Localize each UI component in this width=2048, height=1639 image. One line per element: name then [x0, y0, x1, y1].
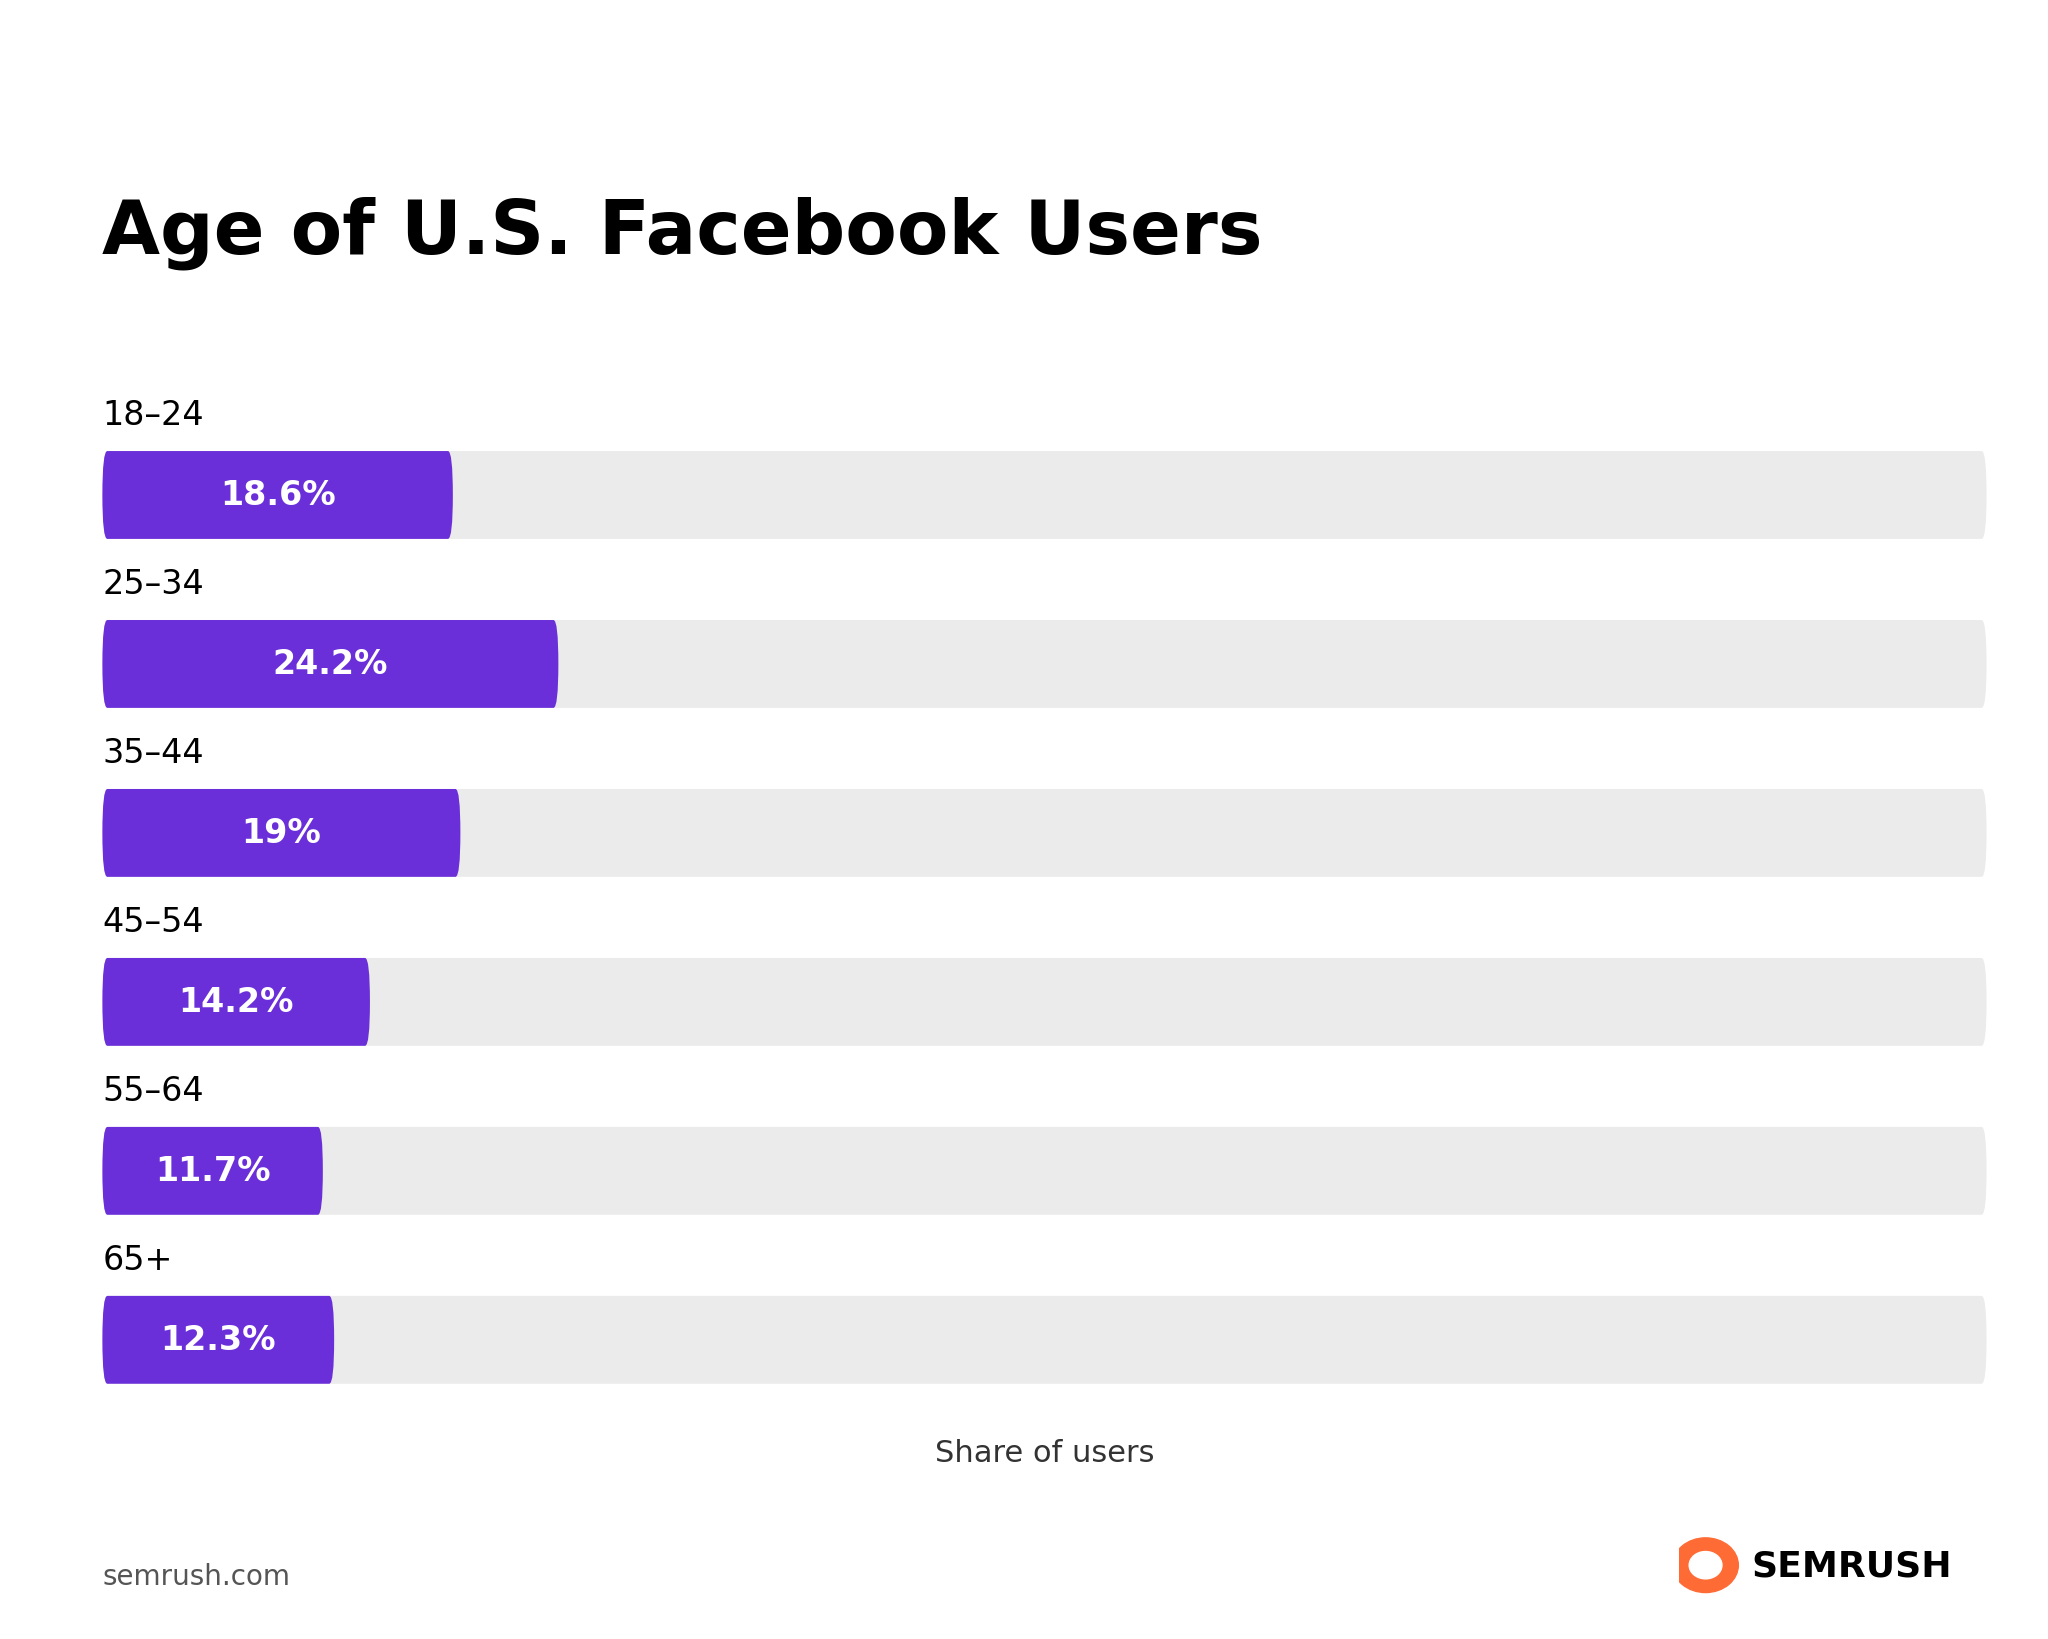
FancyBboxPatch shape [102, 959, 1987, 1046]
FancyBboxPatch shape [102, 621, 559, 708]
Text: 18–24: 18–24 [102, 398, 205, 431]
Circle shape [1690, 1552, 1722, 1578]
Text: 65+: 65+ [102, 1242, 172, 1275]
FancyBboxPatch shape [102, 959, 371, 1046]
Text: semrush.com: semrush.com [102, 1562, 291, 1590]
FancyBboxPatch shape [102, 1128, 1987, 1214]
Text: 45–54: 45–54 [102, 905, 205, 938]
FancyBboxPatch shape [102, 1296, 334, 1383]
FancyBboxPatch shape [102, 1128, 324, 1214]
FancyBboxPatch shape [102, 452, 1987, 539]
Text: 25–34: 25–34 [102, 567, 205, 600]
Text: 24.2%: 24.2% [272, 647, 387, 682]
FancyBboxPatch shape [102, 452, 453, 539]
FancyBboxPatch shape [102, 790, 461, 877]
FancyBboxPatch shape [102, 621, 1987, 708]
Text: SEMRUSH: SEMRUSH [1751, 1549, 1952, 1582]
Text: 11.7%: 11.7% [156, 1154, 270, 1188]
Text: 35–44: 35–44 [102, 736, 205, 769]
Circle shape [1673, 1537, 1739, 1593]
Text: Age of U.S. Facebook Users: Age of U.S. Facebook Users [102, 197, 1264, 270]
Text: 18.6%: 18.6% [219, 479, 336, 511]
Text: 55–64: 55–64 [102, 1074, 205, 1106]
Text: 12.3%: 12.3% [160, 1324, 276, 1357]
Text: 19%: 19% [242, 816, 322, 851]
Text: 14.2%: 14.2% [178, 985, 293, 1019]
FancyBboxPatch shape [102, 790, 1987, 877]
FancyBboxPatch shape [102, 1296, 1987, 1383]
Text: Share of users: Share of users [934, 1437, 1155, 1467]
